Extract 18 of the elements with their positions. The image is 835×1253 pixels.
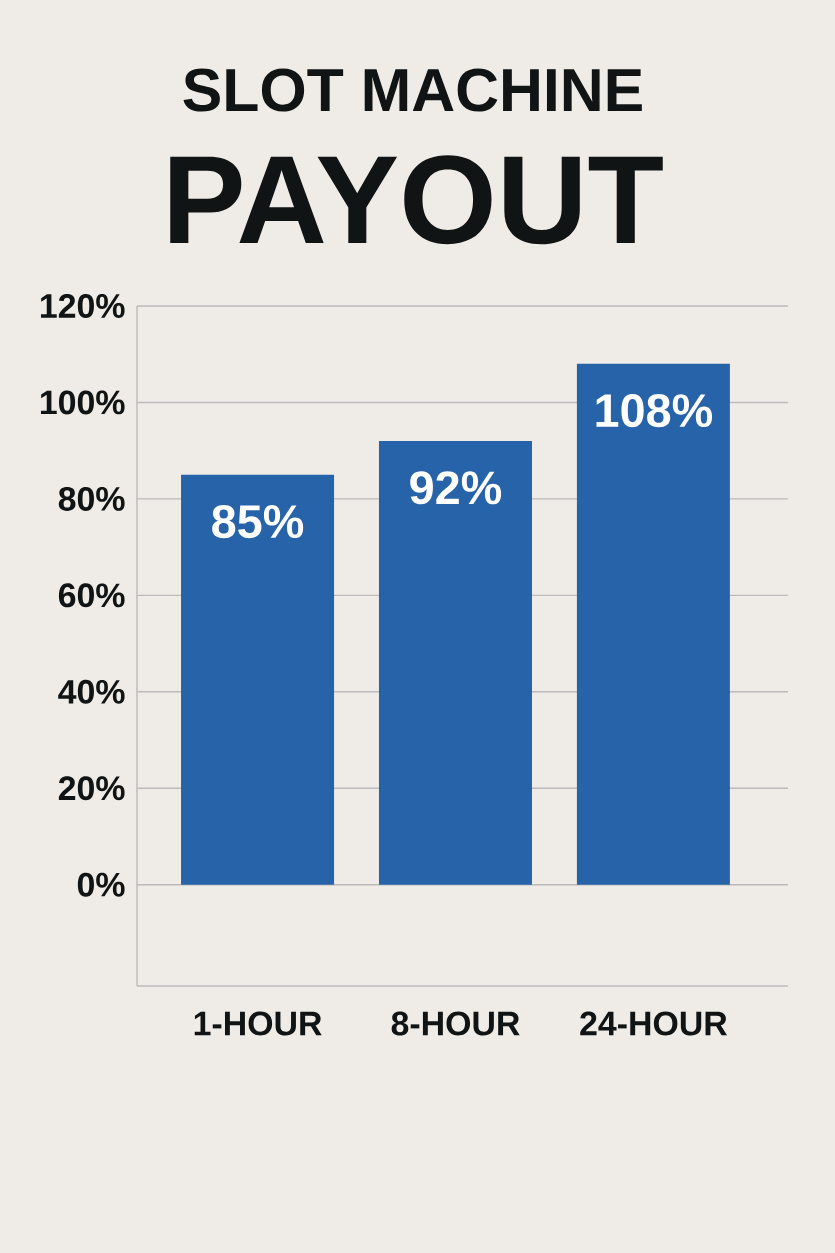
y-tick-label: 40%: [58, 679, 125, 704]
x-tick-label: 1-HOUR: [194, 1011, 322, 1036]
bar: [378, 441, 532, 885]
bar: [576, 363, 730, 885]
y-tick-label: 0%: [77, 872, 125, 897]
bar: [181, 474, 335, 885]
chart-title: SLOT MACHINE: [183, 68, 642, 112]
data-label: 92%: [410, 471, 502, 505]
y-tick-label: 100%: [40, 390, 125, 415]
x-tick-label: 8-HOUR: [391, 1011, 520, 1036]
y-tick-label: 80%: [58, 486, 125, 511]
y-tick-label: 120%: [40, 293, 125, 318]
data-label: 85%: [212, 504, 304, 539]
y-tick-label: 20%: [58, 776, 125, 801]
y-tick-label: 60%: [58, 583, 125, 608]
chart-subtitle: PAYOUT: [170, 155, 663, 245]
data-label: 108%: [596, 394, 713, 428]
x-tick-label: 24-HOUR: [580, 1011, 728, 1036]
